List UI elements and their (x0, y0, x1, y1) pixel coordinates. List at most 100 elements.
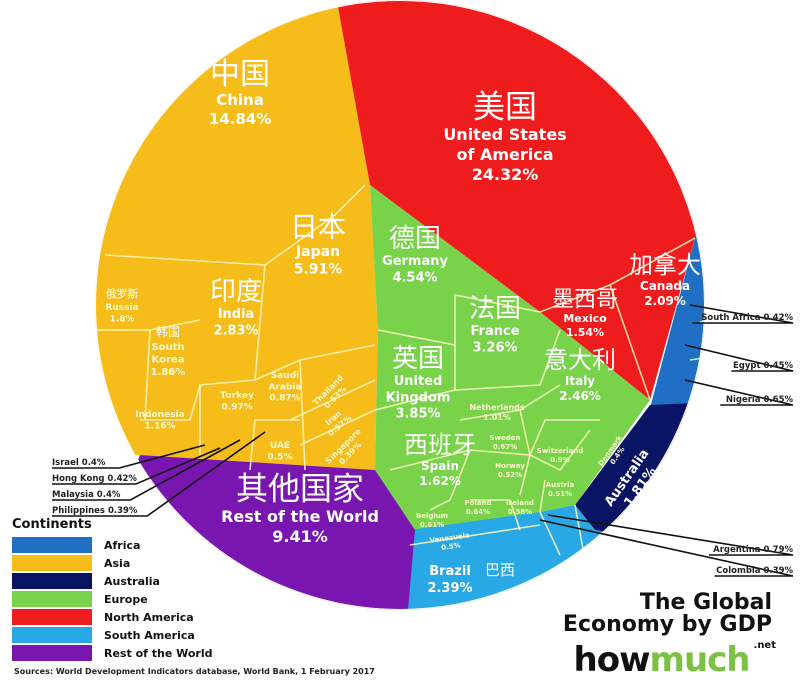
country-name-zh: 其他国家 (236, 470, 364, 508)
legend-item: Europe (12, 590, 213, 608)
country-name: Rest of the World (221, 507, 379, 526)
country-name-zh: 德国 (389, 224, 441, 254)
legend-label: Europe (104, 592, 148, 606)
country-name-part: Kingdom (386, 390, 451, 405)
country-value: 0.87% (269, 394, 300, 404)
cell-border (454, 329, 561, 391)
country-name: Indonesia (135, 410, 184, 420)
legend-swatch (12, 609, 92, 625)
country-name-zh: 中国 (210, 57, 270, 92)
callout-nigeria: Nigeria 0.65% (726, 395, 794, 405)
callout-value: 0.42% (761, 313, 794, 323)
legend-label: Africa (104, 538, 141, 552)
leader-line (689, 304, 794, 324)
country-name: Spain (421, 459, 459, 473)
callout-value: 0.39% (761, 566, 794, 576)
legend-swatch (12, 573, 92, 589)
country-value: 1.16% (144, 421, 175, 431)
country-name: Russia (105, 303, 138, 313)
country-name-zh: 韩国 (156, 324, 180, 339)
country-value: 0.5% (441, 541, 461, 552)
cell-border (409, 524, 541, 546)
country-value: 2.83% (213, 323, 258, 338)
country-name: UAE (270, 441, 290, 451)
callout-philippines: Philippines 0.39% (52, 506, 138, 516)
legend-item: Rest of the World (12, 644, 213, 662)
callout-malaysia: Malaysia 0.4% (52, 490, 121, 500)
title-line-1: The Global (639, 590, 772, 615)
country-name: Switzerland (537, 447, 584, 455)
country-name-zh: 巴西 (485, 561, 515, 579)
legend-label: North America (104, 610, 194, 624)
callout-name: Philippines (52, 506, 105, 516)
callout-name: South Africa (701, 313, 761, 323)
country-value: 0.52% (498, 471, 522, 479)
cell-border (609, 237, 696, 286)
legend-swatch (12, 591, 92, 607)
logo-how: how (573, 640, 651, 680)
legend-item: Africa (12, 536, 213, 554)
leader-line (52, 439, 241, 501)
leader-line (684, 344, 794, 372)
country-name-part: United (394, 374, 443, 389)
legend-label: South America (104, 628, 195, 642)
country-name-part: South (151, 342, 184, 353)
country-name-zh: 法国 (469, 294, 521, 324)
leader-line (539, 519, 794, 577)
callout-value: 0.45% (761, 361, 794, 371)
country-name-zh: 俄罗斯 (106, 287, 139, 300)
callout-name: Argentina (713, 545, 761, 555)
country-name: China (216, 91, 264, 109)
country-name: Turkey (220, 391, 254, 401)
callout-colombia: Colombia 0.39% (716, 566, 793, 576)
country-value: 0.5% (268, 452, 293, 462)
leader-line (52, 431, 266, 517)
cell-border (289, 379, 376, 421)
callout-value: 0.39% (105, 506, 138, 516)
callout-name: Hong Kong (52, 474, 104, 484)
country-name: Austria (546, 481, 575, 489)
country-name-zh: 印度 (210, 277, 262, 307)
country-name: Poland (464, 499, 491, 507)
legend-item: Australia (12, 572, 213, 590)
country-name: Canada (640, 279, 690, 293)
callout-argentina: Argentina 0.79% (713, 545, 793, 555)
callout-name: Nigeria (726, 395, 761, 405)
region-africa (650, 180, 705, 410)
legend-label: Rest of the World (104, 646, 213, 660)
country-value: 0.38% (508, 508, 532, 516)
title-line-2: Economy by GDP (562, 612, 772, 637)
legend-item: South America (12, 626, 213, 644)
cell-border (470, 499, 521, 531)
country-name: Netherlands (469, 403, 525, 412)
legend-title: Continents (12, 517, 92, 532)
legend-swatch (12, 627, 92, 643)
country-value: 1.8% (110, 314, 135, 324)
country-name-part: Saudi (271, 371, 300, 381)
cell-border (377, 294, 541, 346)
cell-border (529, 429, 591, 472)
cell-border (249, 419, 300, 471)
cell-border (374, 389, 456, 411)
country-value: 0.67% (493, 443, 517, 451)
country-name: Sweden (490, 434, 521, 442)
legend-swatch (12, 645, 92, 661)
legend-swatch (12, 555, 92, 571)
country-value: 0.61% (420, 521, 444, 529)
callout-name: Colombia (716, 566, 761, 576)
